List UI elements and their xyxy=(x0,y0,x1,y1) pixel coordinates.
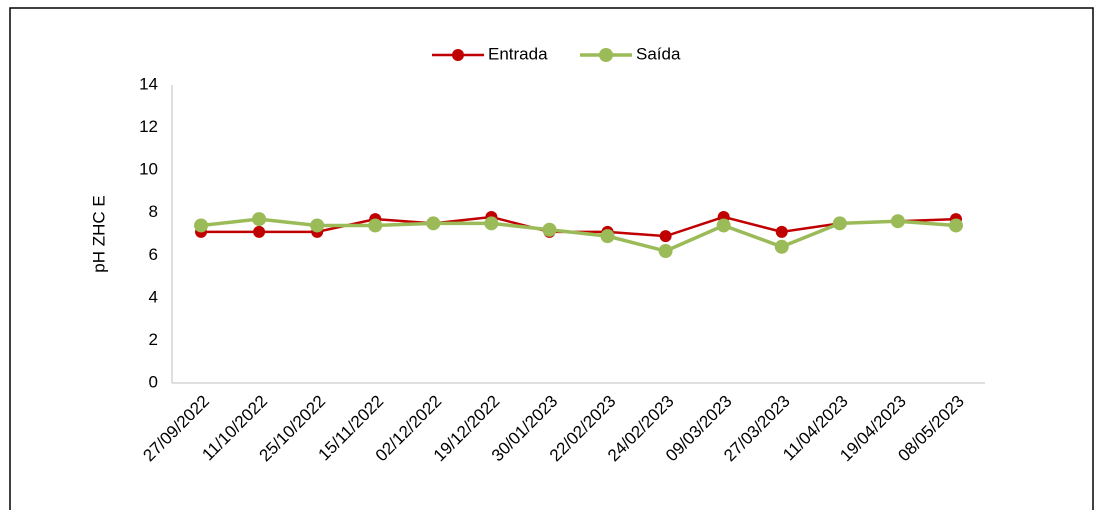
point xyxy=(659,230,672,243)
y-tick-label: 2 xyxy=(149,330,158,349)
series-line xyxy=(200,217,957,253)
point xyxy=(426,216,441,231)
legend-marker xyxy=(452,49,464,61)
point xyxy=(484,216,499,231)
frame xyxy=(9,7,1094,510)
y-axis-label: pH ZHC E xyxy=(89,195,108,272)
point xyxy=(368,218,383,233)
point xyxy=(890,214,905,229)
point xyxy=(253,225,266,238)
legend-label: Saída xyxy=(636,44,681,63)
point xyxy=(542,222,557,237)
legend-marker xyxy=(599,48,613,62)
y-tick-label: 4 xyxy=(149,287,158,306)
point xyxy=(716,218,731,233)
point xyxy=(310,218,325,233)
point xyxy=(774,239,789,254)
point xyxy=(775,225,788,238)
point xyxy=(252,212,267,227)
y-tick-label: 10 xyxy=(139,160,158,179)
point xyxy=(948,218,963,233)
y-tick-label: 14 xyxy=(139,74,158,93)
y-tick-label: 0 xyxy=(149,372,158,391)
point xyxy=(600,229,615,244)
point xyxy=(832,216,847,231)
point xyxy=(658,244,673,259)
y-tick-label: 6 xyxy=(149,245,158,264)
legend-label: Entrada xyxy=(488,44,548,63)
y-tick-label: 8 xyxy=(149,202,158,221)
y-tick-label: 12 xyxy=(139,117,158,136)
point xyxy=(194,218,209,233)
